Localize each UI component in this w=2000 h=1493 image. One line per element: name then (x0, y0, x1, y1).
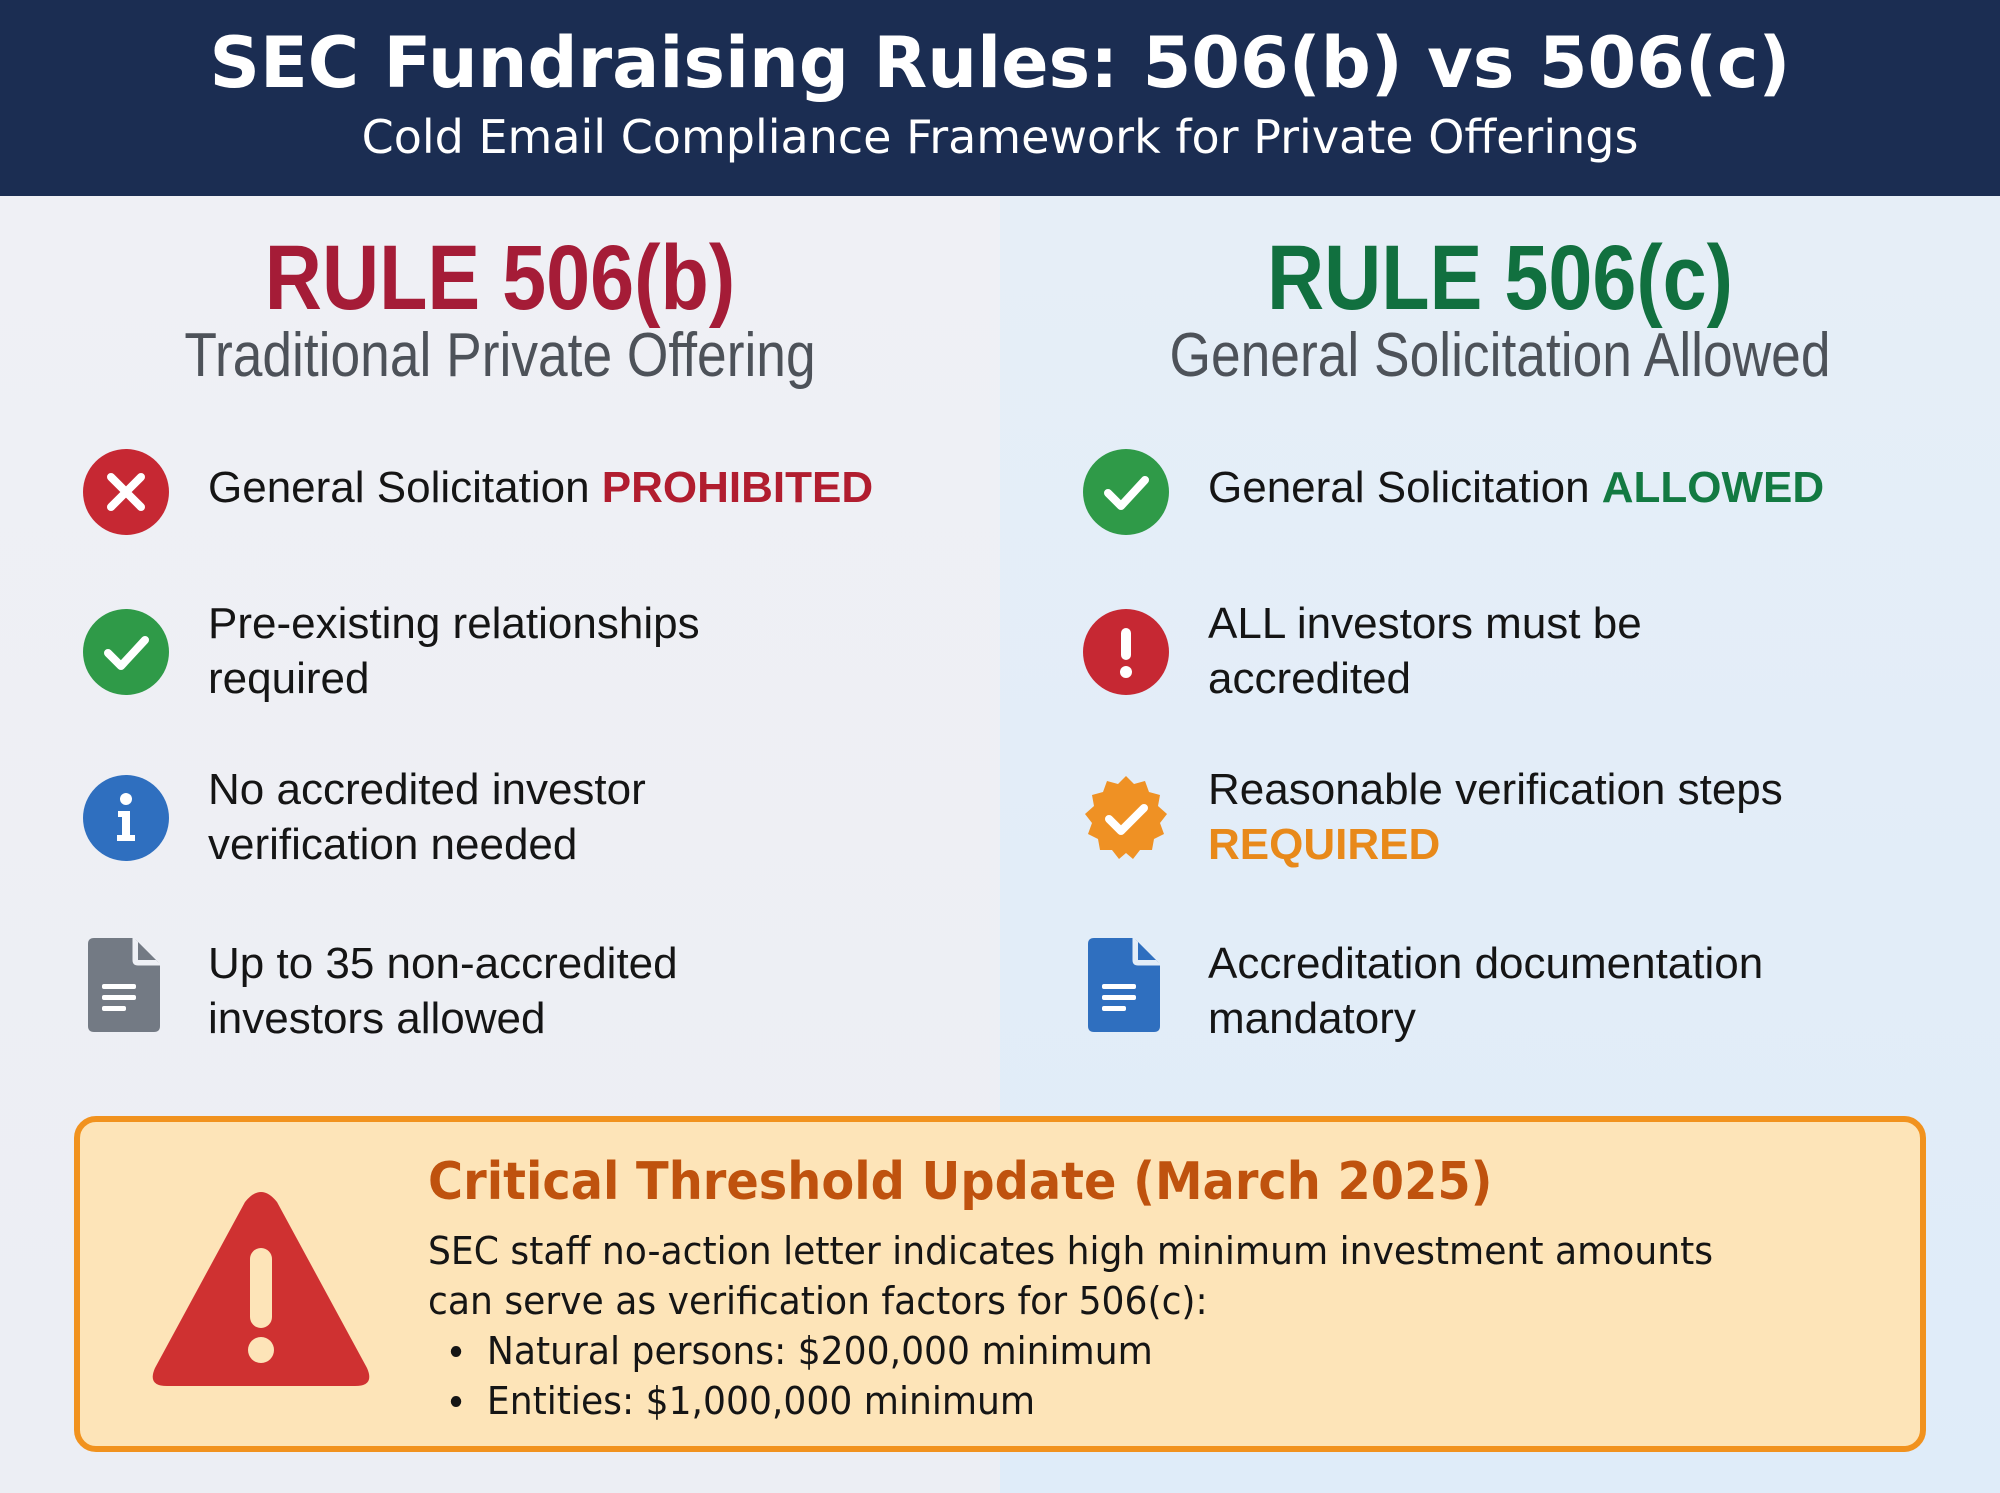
verified-badge-icon (1085, 776, 1167, 859)
rule-506b-title: RULE 506(b) (264, 227, 736, 329)
rule-506c-subtitle: General Solicitation Allowed (1169, 321, 1831, 390)
allowed-badge: ALLOWED (1601, 463, 1825, 512)
callout-title: Critical Threshold Update (March 2025) (428, 1152, 1493, 1212)
list-item: General Solicitation ALLOWED (1082, 448, 1982, 568)
item-text: No accredited investor verification need… (208, 765, 646, 869)
item-text: Pre-existing relationships required (208, 599, 700, 703)
info-circle-icon (83, 775, 169, 861)
list-item: Natural persons: $200,000 minimum (428, 1326, 1815, 1376)
check-circle-icon (1083, 449, 1169, 535)
list-item: Accreditation documentation mandatory (1082, 936, 1982, 1056)
item-text: ALL investors must be accredited (1208, 599, 1642, 703)
rule-506c-title: RULE 506(c) (1266, 227, 1734, 329)
item-text: Reasonable verification steps REQUIRED (1208, 762, 1783, 872)
list-item: Up to 35 non-accredited investors allowe… (82, 936, 982, 1056)
list-item: General Solicitation PROHIBITED (82, 448, 982, 568)
list-item: Entities: $1,000,000 minimum (428, 1376, 1815, 1426)
rule-506b-subtitle: Traditional Private Offering (184, 321, 816, 390)
warning-triangle-icon (152, 1192, 370, 1386)
callout-body: SEC staff no-action letter indicates hig… (428, 1226, 1815, 1426)
prohibited-badge: PROHIBITED (601, 463, 874, 512)
document-icon (1088, 938, 1160, 1032)
page-subtitle: Cold Email Compliance Framework for Priv… (361, 110, 1639, 164)
critical-update-callout: Critical Threshold Update (March 2025) S… (74, 1116, 1926, 1452)
list-item: No accredited investor verification need… (82, 762, 982, 882)
threshold-list: Natural persons: $200,000 minimum Entiti… (428, 1326, 1815, 1426)
bullet-icon (450, 1346, 462, 1357)
exclamation-circle-icon (1083, 609, 1169, 695)
item-text: General Solicitation PROHIBITED (208, 463, 874, 512)
check-circle-icon (83, 609, 169, 695)
x-circle-icon (83, 449, 169, 535)
page-title: SEC Fundraising Rules: 506(b) vs 506(c) (209, 22, 1791, 104)
list-item: ALL investors must be accredited (1082, 596, 1982, 716)
bullet-icon (450, 1396, 462, 1407)
list-item: Pre-existing relationships required (82, 596, 982, 716)
item-text: Accreditation documentation mandatory (1208, 939, 1764, 1043)
list-item: Reasonable verification steps REQUIRED (1082, 762, 1982, 882)
item-text: General Solicitation ALLOWED (1208, 463, 1825, 512)
document-icon (88, 938, 160, 1032)
required-badge: REQUIRED (1208, 820, 1441, 869)
item-text: Up to 35 non-accredited investors allowe… (208, 939, 678, 1043)
header-banner: SEC Fundraising Rules: 506(b) vs 506(c) … (0, 0, 2000, 196)
